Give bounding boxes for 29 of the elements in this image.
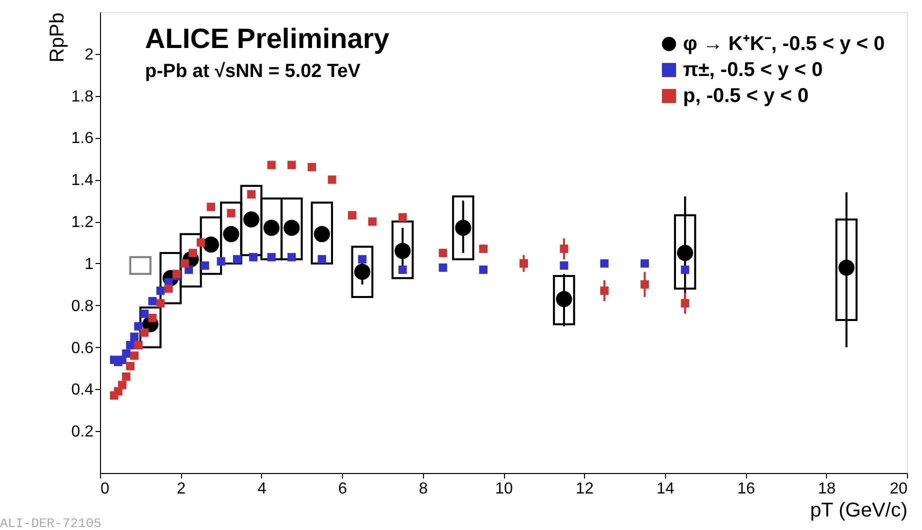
y-tick-label: 0.8 (71, 298, 94, 315)
y-tick-label: 1.8 (71, 88, 94, 106)
x-tick-label: 10 (495, 480, 513, 498)
x-tick-label: 4 (257, 480, 266, 498)
y-tick-label: 1.6 (71, 130, 94, 148)
x-tick-label: 12 (576, 480, 594, 498)
y-tick-label: 2 (84, 46, 94, 64)
text: p-Pb at √sNN = 5.02 TeV (145, 61, 361, 82)
text: ALI-DER-72105 (0, 516, 102, 530)
y-tick-label: 0.4 (71, 382, 94, 399)
legend-label: p, -0.5 < y < 0 (683, 85, 809, 107)
y-tick-label: 1.2 (71, 214, 94, 232)
legend-label: π±, -0.5 < y < 0 (683, 59, 823, 81)
y-tick-label: 1 (84, 256, 94, 273)
y-axis-title: RpPb (46, 12, 68, 63)
x-tick-label: 0 (100, 480, 110, 498)
x-tick-label: 20 (890, 480, 908, 498)
x-tick-label: 2 (176, 480, 186, 498)
legend-label: φ → K⁺K⁻, -0.5 < y < 0 (683, 33, 885, 55)
x-tick-label: 14 (656, 480, 674, 498)
y-tick-label: 0.6 (71, 340, 94, 357)
y-tick-label: 0.2 (71, 424, 94, 441)
x-tick-label: 6 (338, 480, 348, 498)
chart-title: ALICE Preliminary (145, 23, 390, 54)
x-tick-label: 8 (418, 480, 428, 498)
x-tick-label: 16 (737, 480, 756, 498)
x-tick-label: 18 (818, 480, 836, 498)
y-tick-label: 1.4 (71, 172, 94, 190)
x-axis-title: pT (GeV/c) (810, 500, 908, 522)
